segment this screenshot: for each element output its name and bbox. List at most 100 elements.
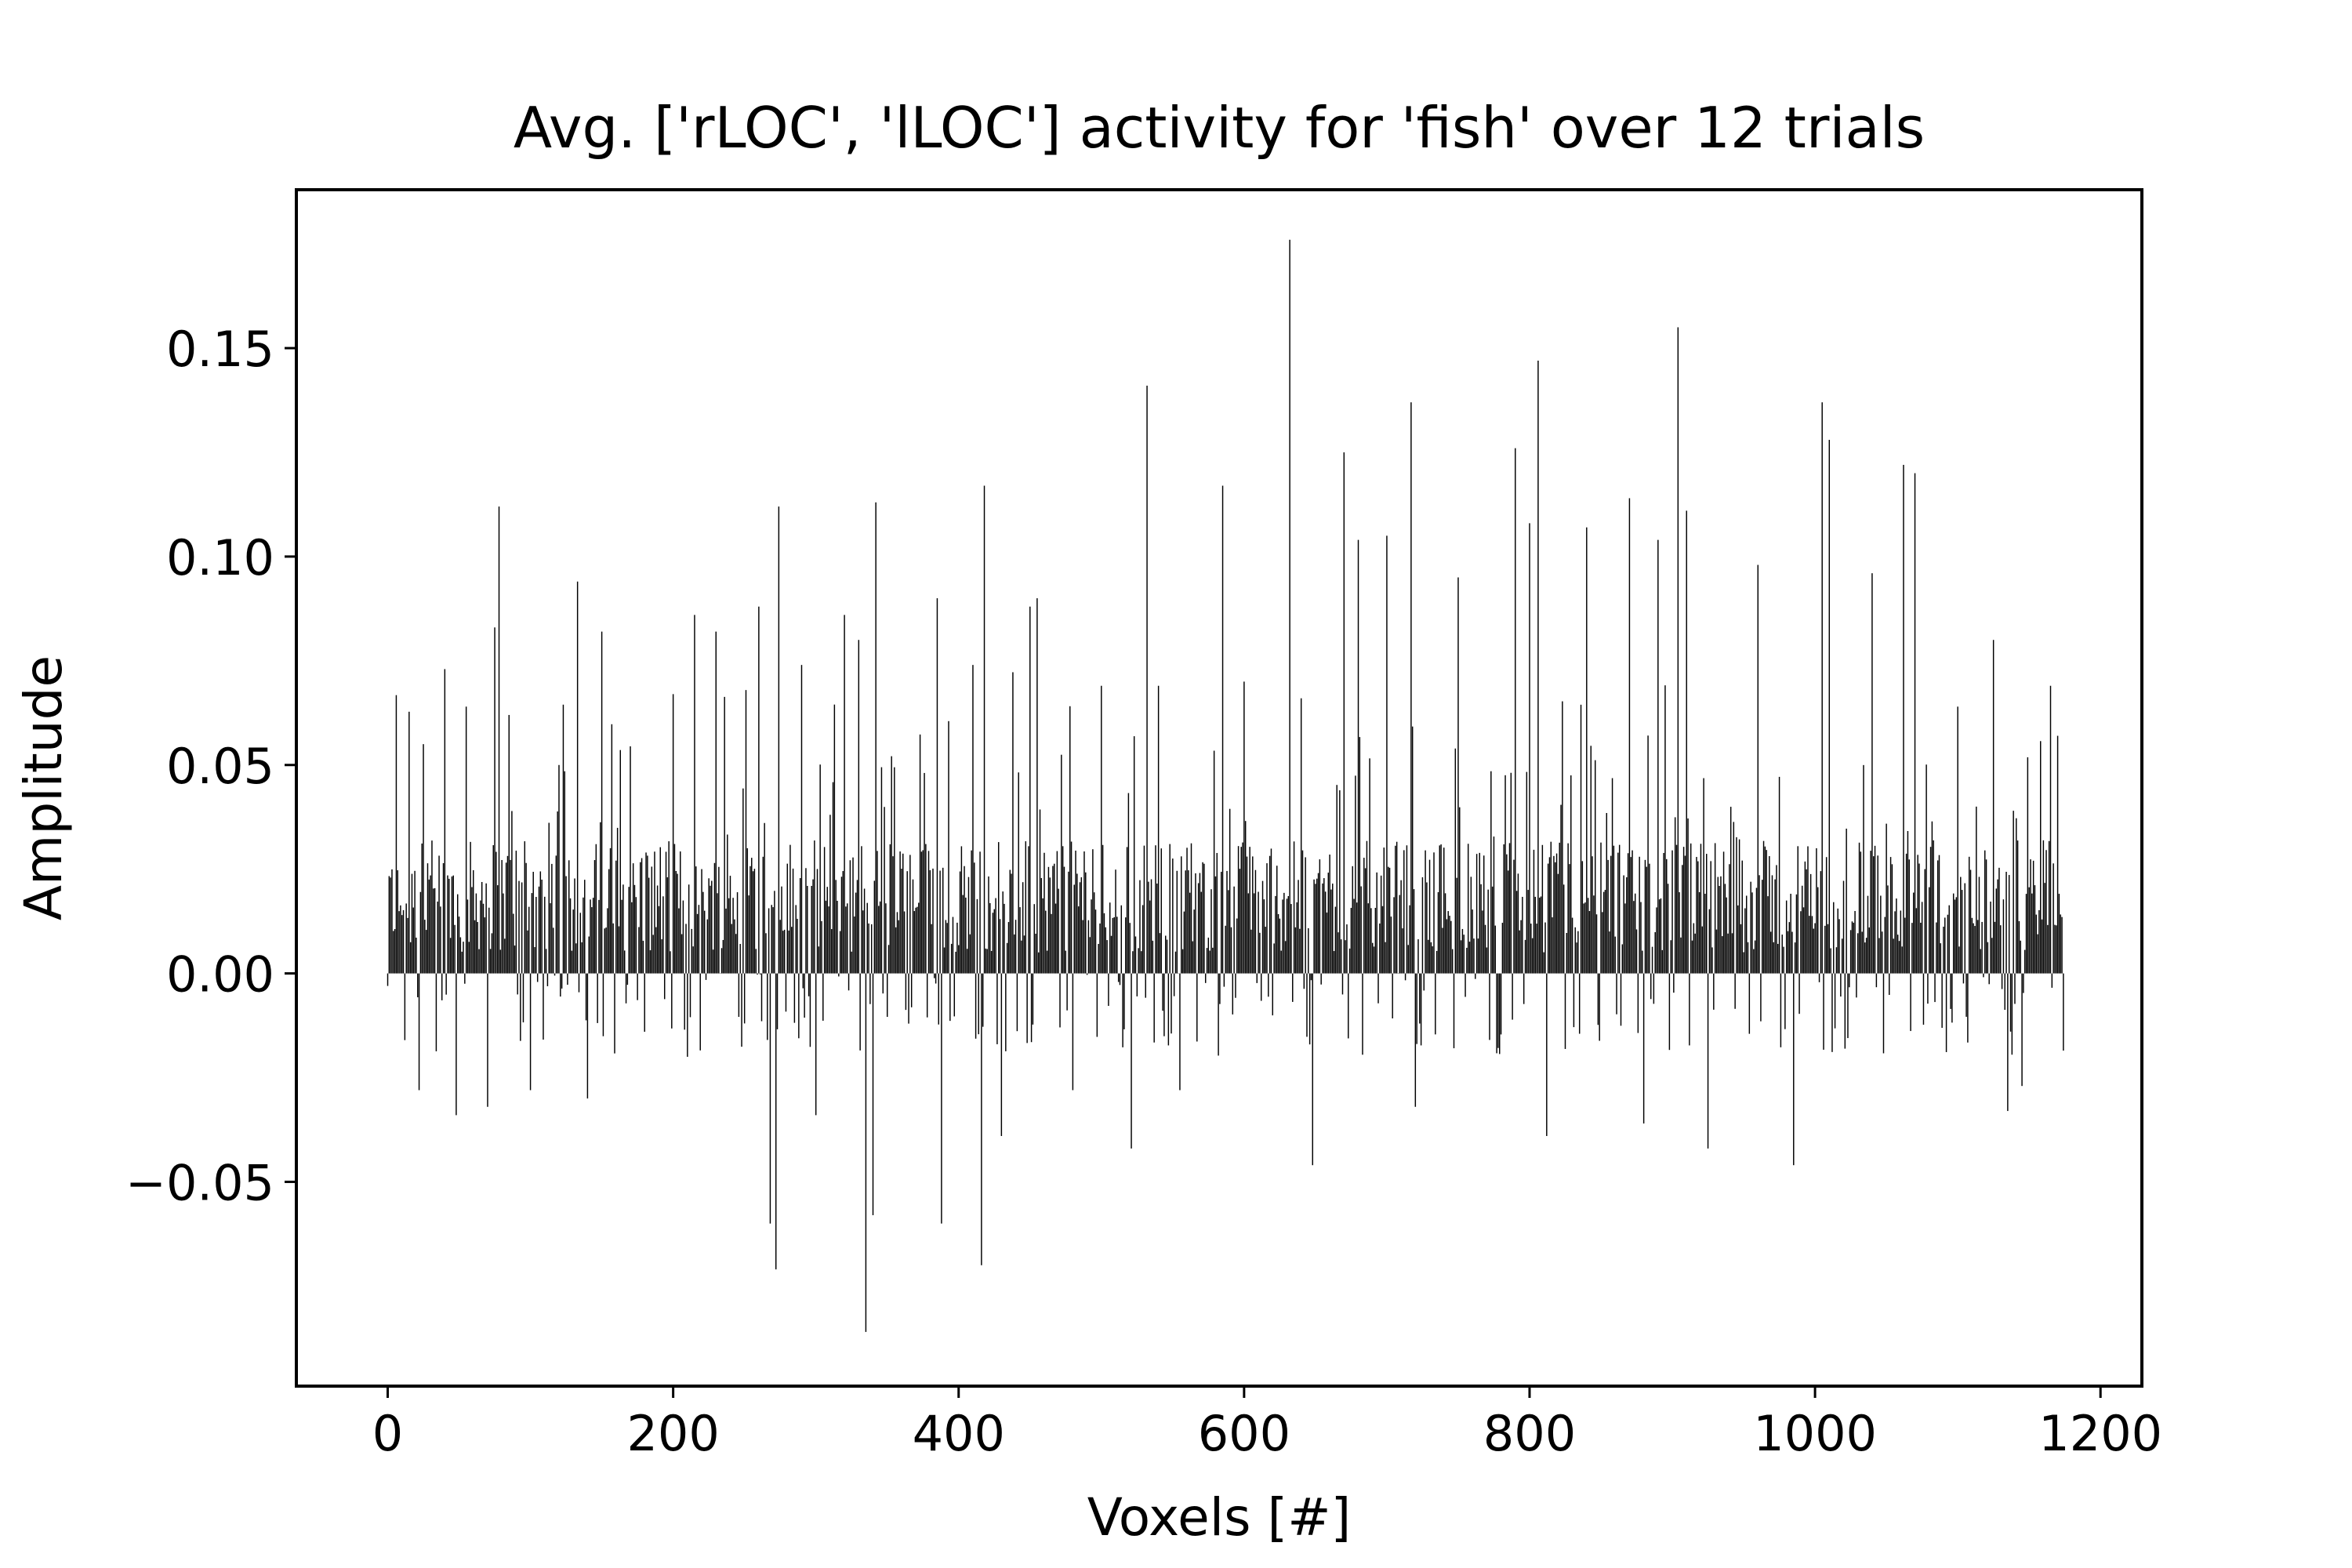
bar-voxel-1126	[1994, 921, 1996, 974]
bar-voxel-1101	[1958, 946, 1960, 974]
bar-voxel-975	[1778, 776, 1780, 974]
bar-voxel-59	[471, 887, 473, 974]
bar-voxel-451	[1030, 973, 1033, 1043]
bar-voxel-265	[765, 933, 767, 974]
bar-voxel-248	[741, 973, 742, 1047]
bar-voxel-805	[1536, 924, 1537, 974]
bar-voxel-1155	[2035, 914, 2038, 974]
bar-voxel-135	[579, 913, 582, 974]
bar-voxel-367	[910, 973, 913, 1007]
bar-voxel-1106	[1965, 973, 1967, 1017]
bar-voxel-372	[918, 902, 920, 974]
bar-voxel-807	[1538, 897, 1541, 974]
bar-voxel-1011	[1830, 948, 1831, 974]
bar-voxel-79	[499, 949, 502, 974]
bar-voxel-1004	[1820, 871, 1822, 974]
bar-voxel-178	[641, 858, 643, 974]
bar-voxel-456	[1037, 952, 1040, 974]
bar-voxel-971	[1773, 942, 1775, 974]
bar-voxel-461	[1045, 910, 1047, 974]
bar-voxel-508	[1112, 917, 1114, 974]
bar-voxel-323	[848, 973, 850, 991]
bar-voxel-568	[1197, 883, 1200, 974]
bar-voxel-946	[1737, 905, 1739, 974]
bar-voxel-472	[1061, 754, 1062, 974]
bar-voxel-1145	[2021, 973, 2023, 1087]
bar-voxel-128	[569, 898, 572, 974]
bar-voxel-370	[915, 907, 916, 974]
bar-voxel-1064	[1905, 853, 1907, 974]
bar-voxel-449	[1028, 846, 1029, 974]
bar-voxel-173	[633, 884, 636, 974]
bar-voxel-481	[1073, 884, 1075, 974]
x-tick-label: 200	[626, 1405, 719, 1462]
bar-voxel-1067	[1910, 973, 1911, 1032]
bar-voxel-649	[1313, 879, 1315, 974]
bar-voxel-767	[1482, 910, 1483, 974]
bar-voxel-389	[942, 867, 944, 974]
bar-voxel-19	[414, 870, 416, 974]
bar-voxel-725	[1421, 877, 1424, 974]
bar-voxel-351	[887, 945, 890, 974]
bar-voxel-388	[941, 973, 942, 1224]
bar-voxel-444	[1021, 940, 1022, 974]
bar-voxel-589	[1228, 890, 1229, 974]
bar-voxel-118	[555, 855, 557, 974]
bar-voxel-928	[1711, 947, 1713, 974]
bar-voxel-741	[1444, 893, 1446, 974]
bar-voxel-420	[986, 949, 988, 974]
bar-voxel-23	[419, 891, 422, 974]
bar-voxel-797	[1524, 939, 1526, 974]
bar-voxel-674	[1348, 948, 1351, 974]
bar-voxel-856	[1609, 931, 1610, 974]
bar-voxel-520	[1129, 923, 1131, 974]
bar-voxel-611	[1259, 932, 1261, 974]
bars-group	[387, 239, 2064, 1332]
bar-voxel-302	[818, 946, 820, 974]
bar-voxel-1170	[2056, 735, 2059, 974]
bar-voxel-639	[1299, 928, 1301, 974]
bar-voxel-778	[1497, 973, 1499, 1048]
bar-voxel-216	[695, 866, 697, 974]
bar-voxel-726	[1423, 973, 1425, 991]
bar-voxel-156	[609, 848, 612, 974]
bar-voxel-693	[1376, 872, 1377, 974]
bar-voxel-398	[955, 951, 956, 974]
bar-voxel-705	[1393, 897, 1395, 974]
bar-voxel-557	[1181, 949, 1184, 974]
bar-voxel-1000	[1814, 923, 1816, 974]
bar-voxel-941	[1730, 807, 1732, 974]
bar-voxel-110	[544, 896, 546, 974]
bar-voxel-609	[1256, 973, 1258, 983]
bar-voxel-392	[946, 923, 948, 974]
bar-voxel-33	[434, 887, 436, 974]
bar-voxel-483	[1076, 873, 1078, 974]
bar-voxel-131	[574, 878, 575, 974]
bar-voxel-533	[1148, 881, 1149, 974]
bar-voxel-1003	[1818, 973, 1820, 982]
bar-voxel-1033	[1861, 931, 1863, 974]
bar-voxel-563	[1190, 843, 1192, 974]
bar-voxel-740	[1443, 848, 1445, 974]
bar-voxel-305	[822, 973, 824, 1021]
bar-voxel-183	[648, 877, 650, 974]
bar-voxel-721	[1416, 973, 1417, 1044]
bar-voxel-39	[442, 863, 445, 974]
bar-voxel-539	[1156, 883, 1158, 974]
bar-voxel-532	[1146, 385, 1148, 974]
bar-voxel-41	[445, 973, 447, 995]
bar-voxel-1069	[1912, 892, 1915, 974]
bar-voxel-768	[1483, 855, 1485, 974]
bar-voxel-475	[1065, 950, 1067, 974]
bar-voxel-575	[1207, 937, 1210, 974]
bar-voxel-855	[1607, 859, 1609, 974]
bar-voxel-421	[988, 876, 989, 974]
bar-voxel-382	[932, 868, 934, 974]
bar-voxel-371	[916, 906, 918, 974]
bar-voxel-927	[1710, 861, 1711, 974]
bar-voxel-415	[979, 851, 981, 974]
bar-voxel-96	[524, 841, 526, 974]
bar-voxel-923	[1704, 894, 1706, 974]
bar-voxel-647	[1310, 973, 1312, 981]
bar-voxel-1117	[1981, 921, 1983, 974]
